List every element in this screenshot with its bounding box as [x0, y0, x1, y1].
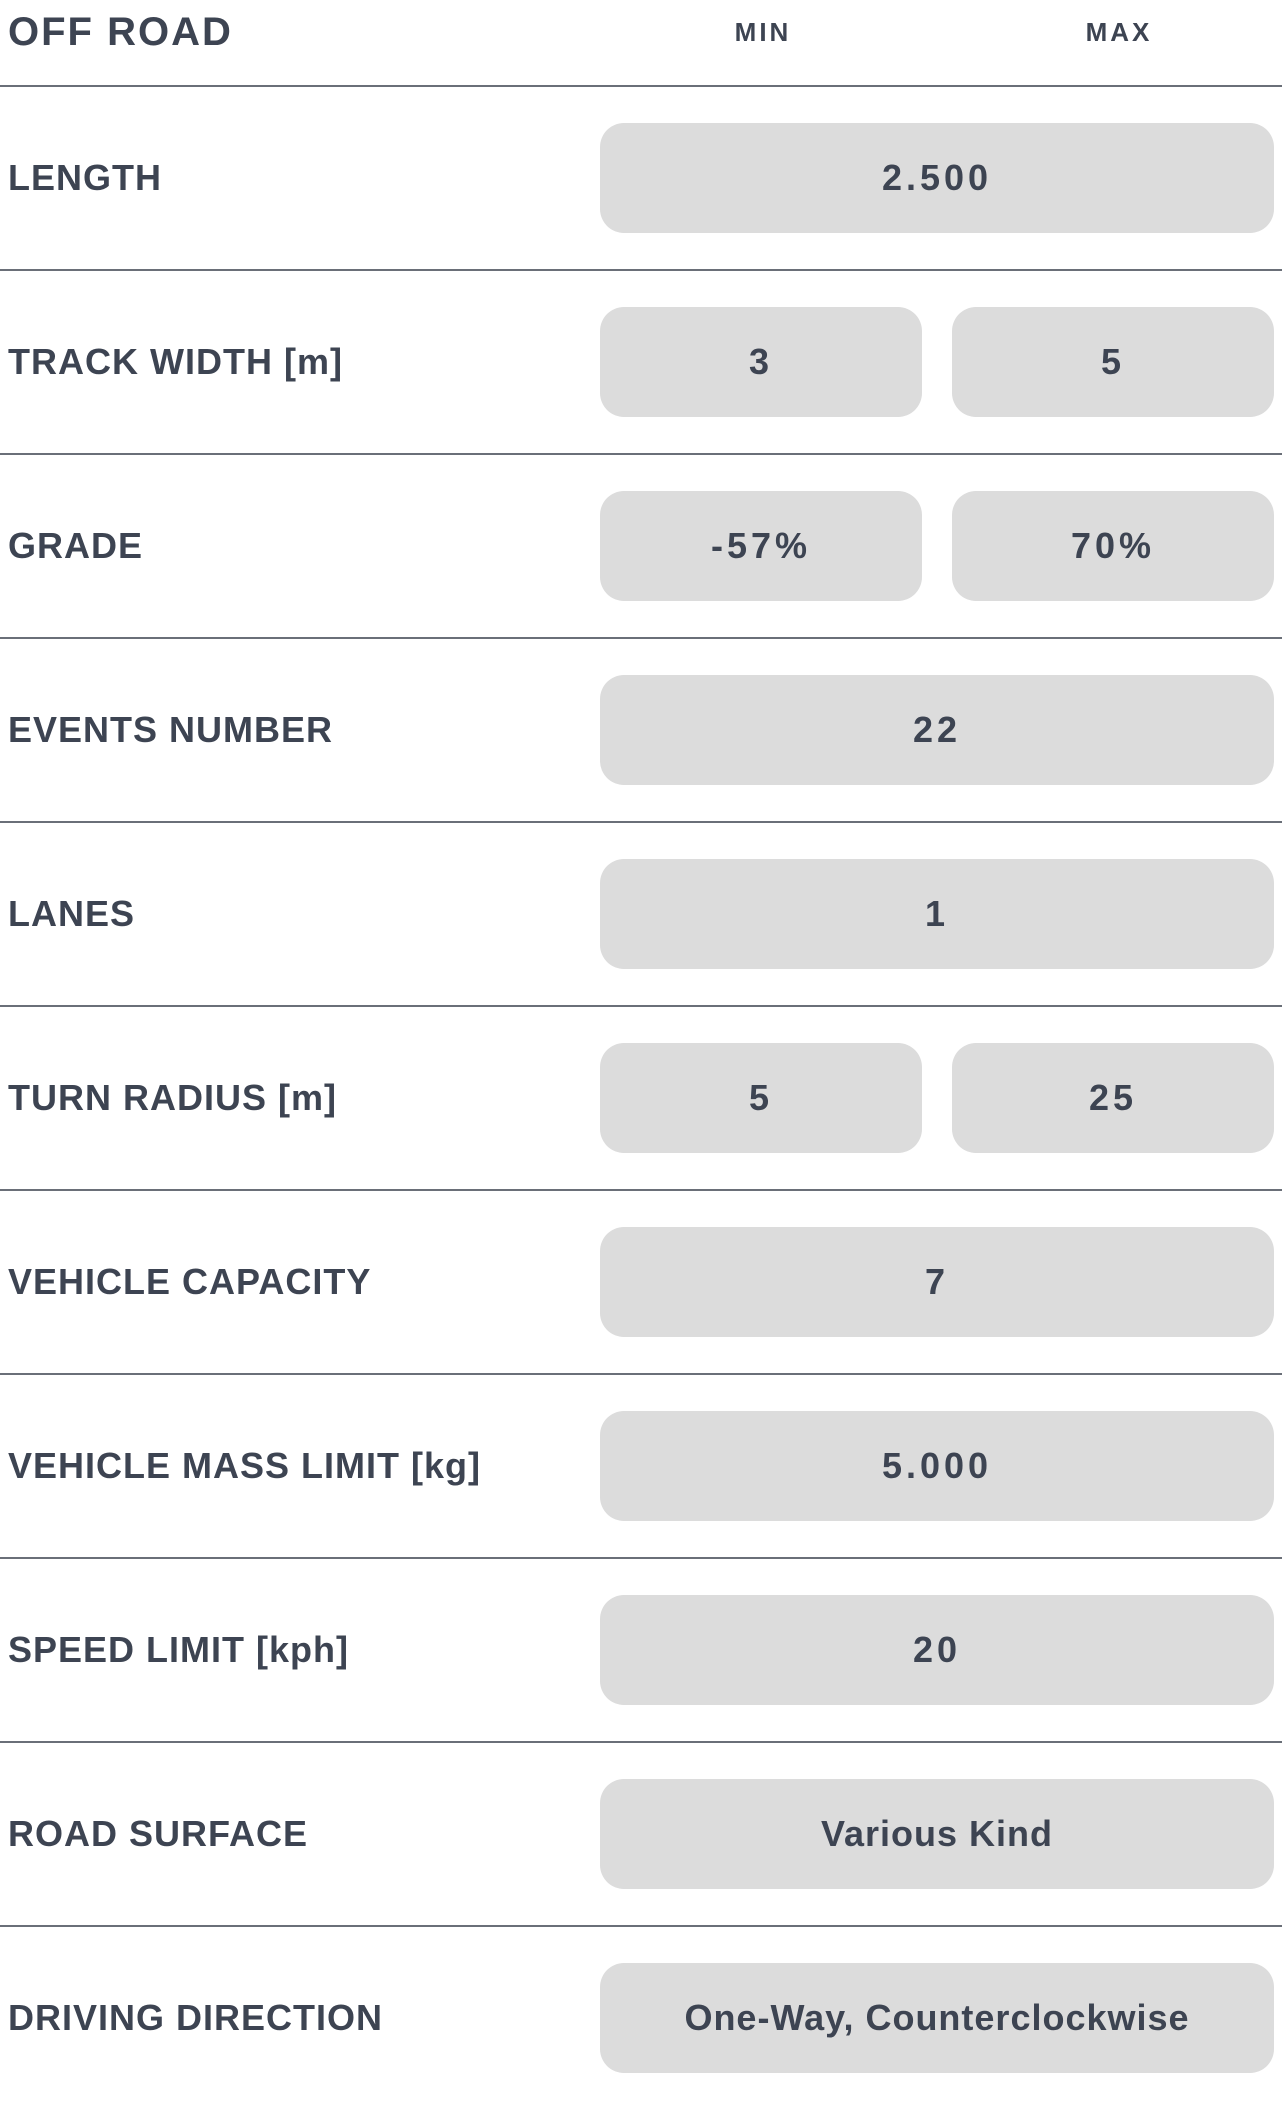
value-min: 3 — [600, 307, 922, 417]
table-row: TRACK WIDTH [m]35 — [0, 269, 1282, 453]
value-single: 22 — [600, 675, 1274, 785]
row-label: TRACK WIDTH [m] — [0, 341, 600, 383]
header-min: MIN — [600, 17, 926, 48]
row-label: VEHICLE CAPACITY — [0, 1261, 600, 1303]
table-row: TURN RADIUS [m]5 25 — [0, 1005, 1282, 1189]
header-max: MAX — [956, 17, 1282, 48]
table-row: EVENTS NUMBER22 — [0, 637, 1282, 821]
row-values: 7 — [600, 1227, 1282, 1337]
header-row: OFF ROAD MIN MAX — [0, 0, 1282, 85]
row-values: -57% 70% — [600, 491, 1282, 601]
row-values: 2.500 — [600, 123, 1282, 233]
row-label: ROAD SURFACE — [0, 1813, 600, 1855]
table-row: ROAD SURFACEVarious Kind — [0, 1741, 1282, 1925]
value-single: 7 — [600, 1227, 1274, 1337]
value-single: 2.500 — [600, 123, 1274, 233]
row-label: VEHICLE MASS LIMIT [kg] — [0, 1445, 600, 1487]
table-row: VEHICLE CAPACITY7 — [0, 1189, 1282, 1373]
row-values: One-Way, Counterclockwise — [600, 1963, 1282, 2073]
value-min: 5 — [600, 1043, 922, 1153]
row-values: 5.000 — [600, 1411, 1282, 1521]
table-row: LENGTH2.500 — [0, 85, 1282, 269]
value-min: -57% — [600, 491, 922, 601]
row-label: LANES — [0, 893, 600, 935]
row-values: 5 25 — [600, 1043, 1282, 1153]
header-title: OFF ROAD — [0, 10, 600, 55]
row-label: LENGTH — [0, 157, 600, 199]
rows-container: LENGTH2.500TRACK WIDTH [m]35GRADE-57%70%… — [0, 85, 1282, 2109]
spec-table: OFF ROAD MIN MAX LENGTH2.500TRACK WIDTH … — [0, 0, 1282, 2109]
row-values: Various Kind — [600, 1779, 1282, 1889]
row-label: SPEED LIMIT [kph] — [0, 1629, 600, 1671]
row-label: DRIVING DIRECTION — [0, 1997, 600, 2039]
table-row: VEHICLE MASS LIMIT [kg]5.000 — [0, 1373, 1282, 1557]
row-values: 20 — [600, 1595, 1282, 1705]
table-row: DRIVING DIRECTIONOne-Way, Counterclockwi… — [0, 1925, 1282, 2109]
table-row: GRADE-57% 70% — [0, 453, 1282, 637]
row-values: 35 — [600, 307, 1282, 417]
value-single: One-Way, Counterclockwise — [600, 1963, 1274, 2073]
table-row: LANES1 — [0, 821, 1282, 1005]
value-single: Various Kind — [600, 1779, 1274, 1889]
row-label: TURN RADIUS [m] — [0, 1077, 600, 1119]
table-row: SPEED LIMIT [kph]20 — [0, 1557, 1282, 1741]
value-max: 70% — [952, 491, 1274, 601]
value-single: 5.000 — [600, 1411, 1274, 1521]
value-max: 25 — [952, 1043, 1274, 1153]
row-values: 22 — [600, 675, 1282, 785]
value-max: 5 — [952, 307, 1274, 417]
value-single: 20 — [600, 1595, 1274, 1705]
header-columns: MIN MAX — [600, 17, 1282, 48]
row-label: EVENTS NUMBER — [0, 709, 600, 751]
row-values: 1 — [600, 859, 1282, 969]
row-label: GRADE — [0, 525, 600, 567]
value-single: 1 — [600, 859, 1274, 969]
